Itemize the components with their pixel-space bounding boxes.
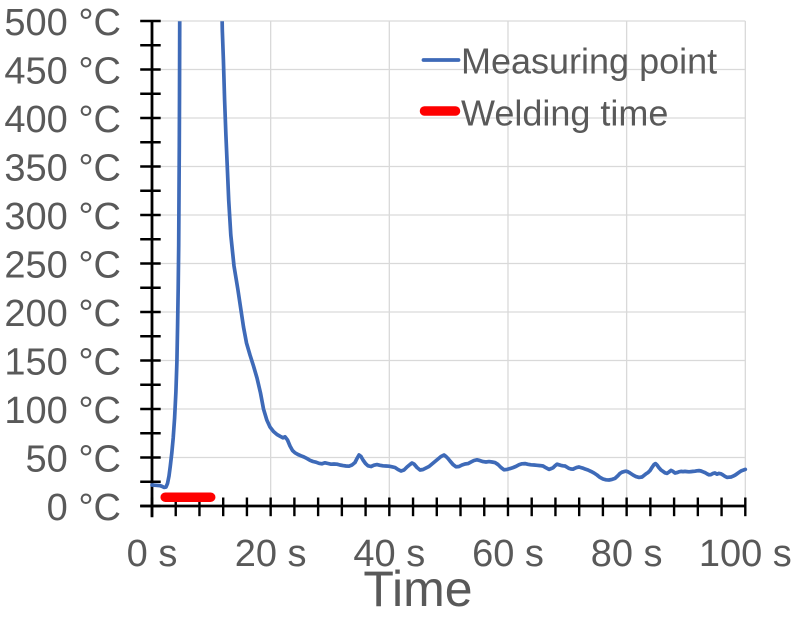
svg-text:100 s: 100 s — [699, 533, 792, 575]
svg-text:0 s: 0 s — [127, 533, 178, 575]
svg-text:80 s: 80 s — [591, 533, 663, 575]
svg-text:250 °C: 250 °C — [4, 245, 121, 287]
svg-text:100 °C: 100 °C — [4, 390, 121, 432]
svg-text:20 s: 20 s — [235, 533, 307, 575]
svg-text:400 °C: 400 °C — [4, 99, 121, 141]
svg-text:40 s: 40 s — [353, 533, 425, 575]
svg-text:150 °C: 150 °C — [4, 342, 121, 384]
svg-text:Time: Time — [363, 561, 472, 617]
svg-text:0 °C: 0 °C — [47, 487, 121, 529]
svg-text:500 °C: 500 °C — [4, 2, 121, 44]
svg-text:Measuring point: Measuring point — [461, 41, 717, 82]
svg-text:200 °C: 200 °C — [4, 293, 121, 335]
svg-text:450 °C: 450 °C — [4, 51, 121, 93]
svg-text:60 s: 60 s — [472, 533, 544, 575]
svg-text:50 °C: 50 °C — [26, 439, 121, 481]
svg-text:350 °C: 350 °C — [4, 148, 121, 190]
svg-text:300 °C: 300 °C — [4, 196, 121, 238]
svg-text:Welding time: Welding time — [461, 93, 668, 134]
